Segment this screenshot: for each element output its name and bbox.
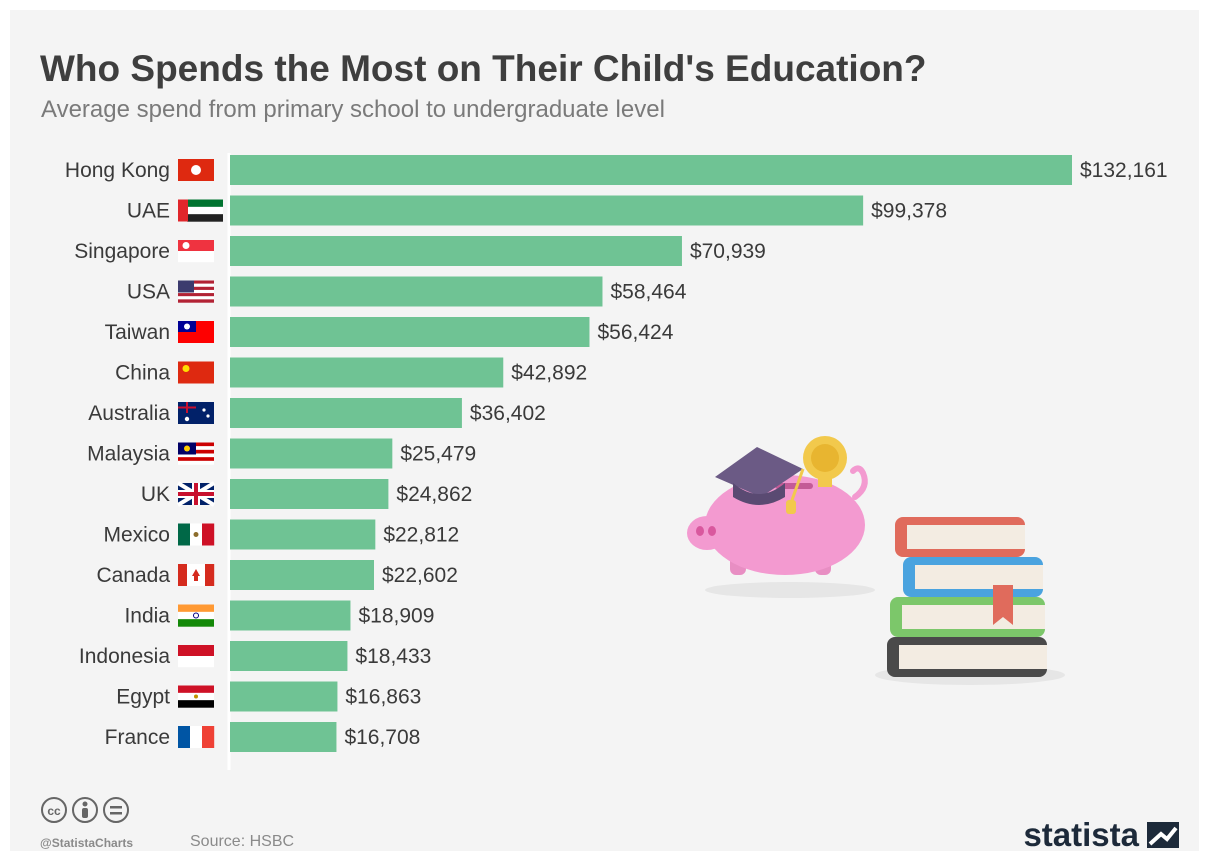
indonesia-flag-icon [178,645,214,668]
coin-icon [803,436,847,487]
cc-icon: cc [41,797,67,823]
bar [230,600,351,631]
singapore-flag-icon [178,240,214,263]
svg-text:cc: cc [47,804,61,818]
brand-wordmark: statista [1023,816,1139,853]
bar-value-label: $132,161 [1080,159,1168,182]
statista-logo-icon [1147,822,1179,848]
usa-flag-icon [178,280,214,303]
egypt-flag-icon [178,685,214,708]
bar [230,681,338,712]
bar [230,195,864,226]
category-label: Singapore [74,240,170,263]
bar [230,155,1072,185]
bar-value-label: $16,863 [345,686,421,709]
book-stack-icon [887,517,1047,677]
taiwan-flag-icon [178,321,214,343]
statista-logo: statista [1023,816,1179,854]
no-derivatives-icon [103,797,129,823]
social-handle: @StatistaCharts [40,836,134,850]
bar-value-label: $24,862 [396,483,472,506]
category-label: Taiwan [105,321,170,344]
bar-value-label: $18,909 [358,605,434,628]
bar [230,317,590,347]
hong-kong-flag-icon [178,159,214,181]
category-label: UK [141,483,170,506]
uk-flag-icon [176,481,216,507]
bar [230,276,603,307]
bar-value-label: $99,378 [871,200,947,223]
bar [230,479,389,509]
bar-value-label: $36,402 [470,402,546,425]
bar-value-label: $18,433 [355,645,431,668]
bar-value-label: $58,464 [610,281,686,304]
category-label: UAE [127,200,170,223]
chart-subtitle: Average spend from primary school to und… [41,96,665,123]
bar [230,398,462,428]
bar-value-label: $56,424 [597,321,673,344]
bar-value-label: $70,939 [690,240,766,263]
graduation-cap-icon [715,447,805,514]
category-label: Canada [96,564,170,587]
china-flag-icon [178,361,214,384]
category-label: India [124,605,170,628]
category-label: France [105,726,170,749]
bar-value-label: $22,602 [382,564,458,587]
attribution-icon [72,797,98,823]
category-label: Hong Kong [65,159,170,182]
infographic-card: Who Spends the Most on Their Child's Edu… [10,10,1199,854]
category-label: USA [127,281,170,304]
category-label: Indonesia [79,645,170,668]
france-flag-icon [178,726,215,748]
category-label: Australia [88,402,170,425]
category-label: China [115,362,170,385]
bar [230,560,374,590]
category-label: Malaysia [87,443,170,466]
bar [230,722,337,752]
source-note: Source: HSBC [190,833,295,850]
license-icons: cc [41,797,129,823]
bar [230,236,682,266]
uae-flag-icon [178,199,223,222]
mexico-flag-icon [178,523,215,546]
bar [230,641,348,671]
bar-value-label: $22,812 [383,524,459,547]
bars-group: Hong Kong $132,161 UAE $99,378 Singapore $70,… [65,155,1168,752]
category-label: Egypt [116,686,170,709]
piggy-bank-books-illustration [687,436,1065,685]
australia-flag-icon [178,402,214,424]
bar [230,438,393,469]
bar [230,357,504,388]
bar-value-label: $42,892 [511,362,587,385]
bar [230,519,376,550]
india-flag-icon [178,604,214,627]
bar-value-label: $25,479 [400,443,476,466]
canada-flag-icon [178,564,215,586]
bar-value-label: $16,708 [344,726,420,749]
chart-title: Who Spends the Most on Their Child's Edu… [40,48,927,89]
category-label: Mexico [103,524,170,547]
bar-chart: Hong Kong $132,161 UAE $99,378 Singapore $70,… [65,153,1168,770]
malaysia-flag-icon [178,442,214,465]
